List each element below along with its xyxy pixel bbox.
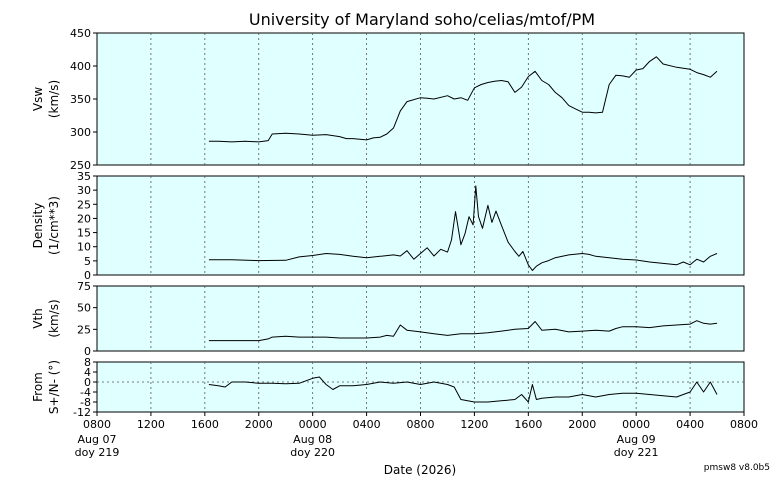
y-tick-label: -8 <box>80 396 91 409</box>
y-tick-label: 5 <box>84 255 91 268</box>
y-tick-label: -4 <box>80 386 91 399</box>
x-date-label: Aug 08 <box>293 433 332 446</box>
version-label: pmsw8 v8.0b5 <box>704 463 770 473</box>
x-tick-label: 1200 <box>460 418 488 431</box>
y-tick-label: 250 <box>70 159 91 172</box>
y-tick-label: 75 <box>77 280 91 293</box>
x-tick-label: 0400 <box>676 418 704 431</box>
y-tick-label: -12 <box>73 406 91 419</box>
y-tick-label: 35 <box>77 170 91 183</box>
series-line-density <box>208 185 718 271</box>
y-tick-label: 350 <box>70 93 91 106</box>
y-tick-label: 15 <box>77 227 91 240</box>
x-axis-label: Date (2026) <box>384 463 456 477</box>
x-tick-label: 1200 <box>137 418 165 431</box>
x-tick-label: 1600 <box>514 418 542 431</box>
y-tick-label: 4 <box>84 366 91 379</box>
series-line-flow-angle <box>208 376 718 403</box>
y-tick-label: 0 <box>84 269 91 282</box>
x-date-label: Aug 07 <box>78 433 117 446</box>
y-tick-label: 50 <box>77 302 91 315</box>
y-axis-label: Density <box>31 203 45 249</box>
x-doy-label: doy 219 <box>75 446 120 459</box>
y-axis-unit-label: (1/cm**3) <box>47 196 61 255</box>
y-tick-label: 0 <box>84 376 91 389</box>
panel-background <box>96 175 745 276</box>
x-date-label: Aug 09 <box>617 433 656 446</box>
y-axis-label: From <box>31 372 45 402</box>
y-axis-unit-label: (km/s) <box>47 299 61 337</box>
x-tick-label: 0800 <box>407 418 435 431</box>
y-axis-unit-label: (km/s) <box>47 80 61 118</box>
x-tick-label: 2000 <box>245 418 273 431</box>
y-tick-label: 25 <box>77 323 91 336</box>
y-tick-label: 25 <box>77 198 91 211</box>
y-tick-label: 30 <box>77 184 91 197</box>
panel-vsw: 250 300 350 400 450 Vsw (km/s) <box>31 27 745 172</box>
y-tick-label: 400 <box>70 60 91 73</box>
chart-title: University of Maryland soho/celias/mtof/… <box>249 10 595 29</box>
y-tick-label: 0 <box>84 345 91 358</box>
panel-vth: 0 25 50 75 Vth (km/s) <box>31 280 745 358</box>
y-tick-label: 300 <box>70 126 91 139</box>
y-axis-label: Vth <box>31 308 45 329</box>
x-tick-label: 0800 <box>730 418 758 431</box>
x-doy-label: doy 221 <box>614 446 659 459</box>
y-axis-unit-label: S+/N- (°) <box>47 360 61 414</box>
y-tick-label: 8 <box>84 356 91 369</box>
series-line-vsw <box>208 56 718 143</box>
y-tick-label: 450 <box>70 27 91 40</box>
y-axis-label: Vsw <box>31 87 45 111</box>
x-tick-label: 2000 <box>568 418 596 431</box>
x-tick-label: 1600 <box>191 418 219 431</box>
y-tick-label: 20 <box>77 212 91 225</box>
y-tick-label: 10 <box>77 241 91 254</box>
x-doy-label: doy 220 <box>290 446 335 459</box>
x-tick-label: 0400 <box>353 418 381 431</box>
x-tick-label: 0800 <box>83 418 111 431</box>
series-line-vth <box>208 320 718 342</box>
x-tick-label: 0000 <box>299 418 327 431</box>
x-tick-label: 0000 <box>622 418 650 431</box>
